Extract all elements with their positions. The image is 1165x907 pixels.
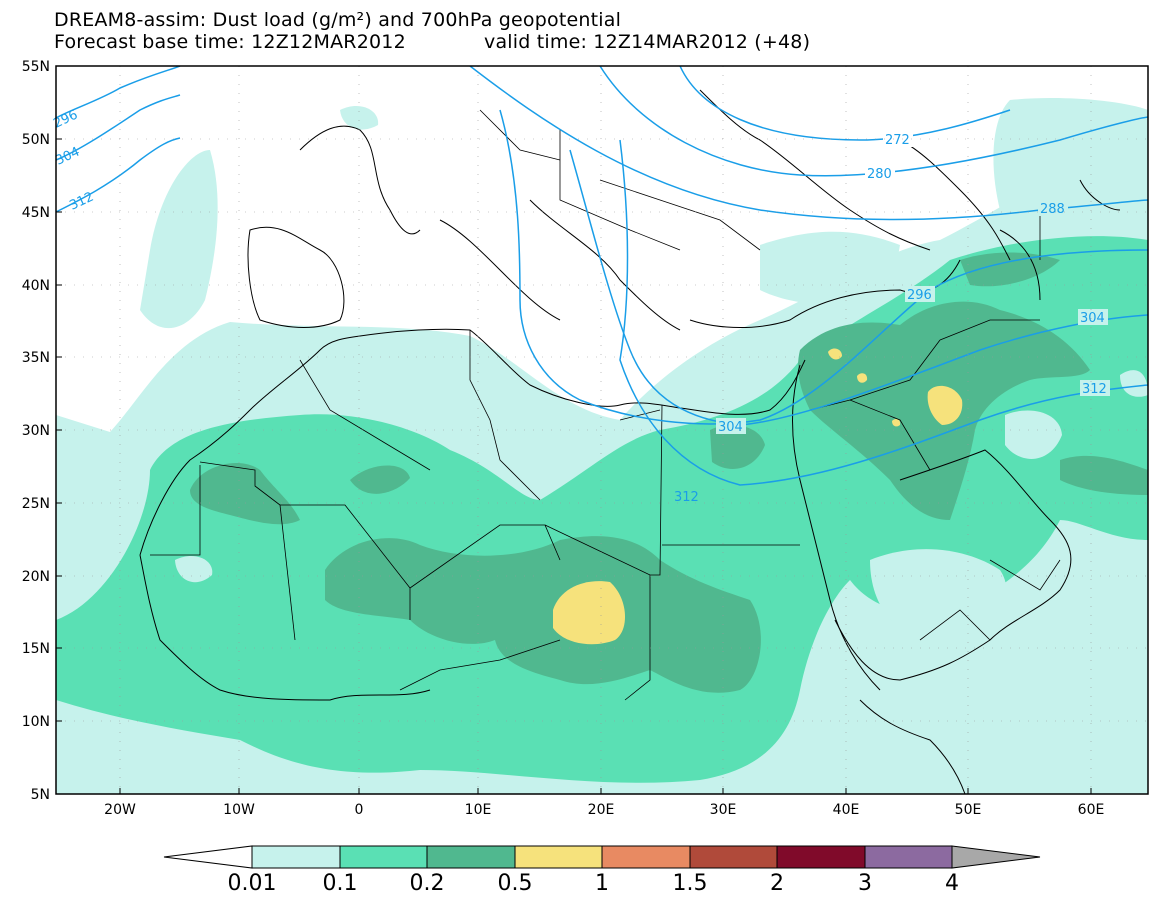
- contour-296: [499, 109, 1148, 425]
- colorbar: [163, 845, 1041, 869]
- lon-label: 50E: [955, 802, 982, 818]
- lat-label: 20N: [22, 569, 50, 585]
- title-line-2-valid-time: valid time: 12Z14MAR2012 (+48): [484, 31, 811, 53]
- contour-label: 280: [867, 167, 892, 182]
- colorbar-swatch-0.01: [251, 845, 341, 869]
- country-borders: [150, 109, 1061, 701]
- longitude-labels: 20W 10W 0 10E 20E 30E 40E 50E 60E: [104, 802, 1104, 818]
- lon-label: 60E: [1078, 802, 1105, 818]
- lat-label: 5N: [31, 787, 50, 803]
- lat-label: 55N: [22, 59, 50, 75]
- lat-label: 25N: [22, 496, 50, 512]
- dust-region-0.5: [892, 418, 901, 427]
- lat-label: 15N: [22, 641, 50, 657]
- latitude-labels: 55N 50N 45N 40N 35N 30N 25N 20N 15N 10N …: [22, 59, 50, 803]
- dust-region-0.5: [553, 581, 626, 645]
- graticule: [56, 66, 1148, 794]
- contour-label: 312: [674, 490, 699, 505]
- contour-label: 272: [885, 133, 910, 148]
- lat-label: 45N: [22, 205, 50, 221]
- contour-label: 288: [1040, 202, 1065, 217]
- lat-label: 30N: [22, 423, 50, 439]
- geopotential-contours: [56, 66, 1148, 486]
- contour-label: 304: [1080, 311, 1105, 326]
- contour-312: [56, 137, 181, 213]
- dust-region-0.5: [857, 373, 868, 383]
- dust-region-0.2: [350, 465, 410, 494]
- coastlines: [139, 89, 1121, 794]
- colorbar-label: 0.5: [497, 871, 533, 896]
- dust-region-0.01: [993, 98, 1148, 210]
- contour-296: [56, 66, 181, 119]
- colorbar-high-arrow: [951, 845, 1041, 869]
- colorbar-low-arrow: [163, 845, 253, 869]
- dust-region-0.2: [190, 462, 300, 525]
- colorbar-label: 1.5: [672, 871, 708, 896]
- contour-label: 312: [1082, 382, 1107, 397]
- colorbar-swatch-1: [601, 845, 691, 869]
- colorbar-label: 1: [595, 871, 609, 896]
- lon-label: 20W: [104, 802, 136, 818]
- dust-region-0.01: [140, 150, 218, 329]
- contour-labels: 272 280 288 296 296 304 304 304 312 312 …: [51, 108, 1110, 505]
- colorbar-swatch-0.5: [514, 845, 603, 869]
- dust-region-0.5: [828, 348, 842, 360]
- colorbar-swatch-1.5: [689, 845, 778, 869]
- colorbar-label: 2: [770, 871, 784, 896]
- colorbar-swatch-0.1: [339, 845, 428, 869]
- title-line-1: DREAM8-assim: Dust load (g/m²) and 700hP…: [54, 9, 622, 31]
- dust-region-0.01: [1005, 410, 1062, 459]
- dust-region-0.2: [710, 425, 765, 469]
- dust-region-0.01: [340, 105, 379, 130]
- colorbar-label: 0.2: [409, 871, 445, 896]
- title-line-2-base-time: Forecast base time: 12Z12MAR2012: [54, 31, 406, 53]
- dust-region-0.01: [870, 549, 1007, 640]
- lon-label: 0: [355, 802, 364, 818]
- lat-label: 35N: [22, 350, 50, 366]
- lon-label: 20E: [588, 802, 615, 818]
- lat-label: 50N: [22, 132, 50, 148]
- contour-304: [56, 94, 181, 161]
- colorbar-swatch-0.2: [426, 845, 516, 869]
- dust-region-0.01: [1120, 370, 1148, 397]
- colorbar-label: 3: [858, 871, 872, 896]
- dust-region-0.01: [175, 555, 213, 583]
- dust-region-0.5: [927, 385, 963, 425]
- lon-label: 10W: [223, 802, 255, 818]
- dust-region-0.2: [1060, 455, 1148, 495]
- contour-288: [469, 66, 1148, 221]
- contour-label: 296: [907, 288, 932, 303]
- contour-label: 304: [718, 420, 743, 435]
- contour-272: [679, 66, 1011, 141]
- dust-region-0.2: [960, 252, 1060, 287]
- colorbar-swatch-3: [864, 845, 953, 869]
- contour-312: [619, 139, 1148, 486]
- contour-label: 304: [53, 145, 82, 169]
- dust-region-0.01: [760, 231, 900, 306]
- lon-label: 10E: [465, 802, 492, 818]
- colorbar-label: 4: [945, 871, 959, 896]
- axis-ticks: [56, 65, 1092, 795]
- lon-label: 40E: [833, 802, 860, 818]
- colorbar-label: 0.01: [227, 871, 277, 896]
- lon-label: 30E: [710, 802, 737, 818]
- lat-label: 40N: [22, 278, 50, 294]
- colorbar-swatch-2: [776, 845, 866, 869]
- colorbar-label: 0.1: [322, 871, 358, 896]
- lat-label: 10N: [22, 714, 50, 730]
